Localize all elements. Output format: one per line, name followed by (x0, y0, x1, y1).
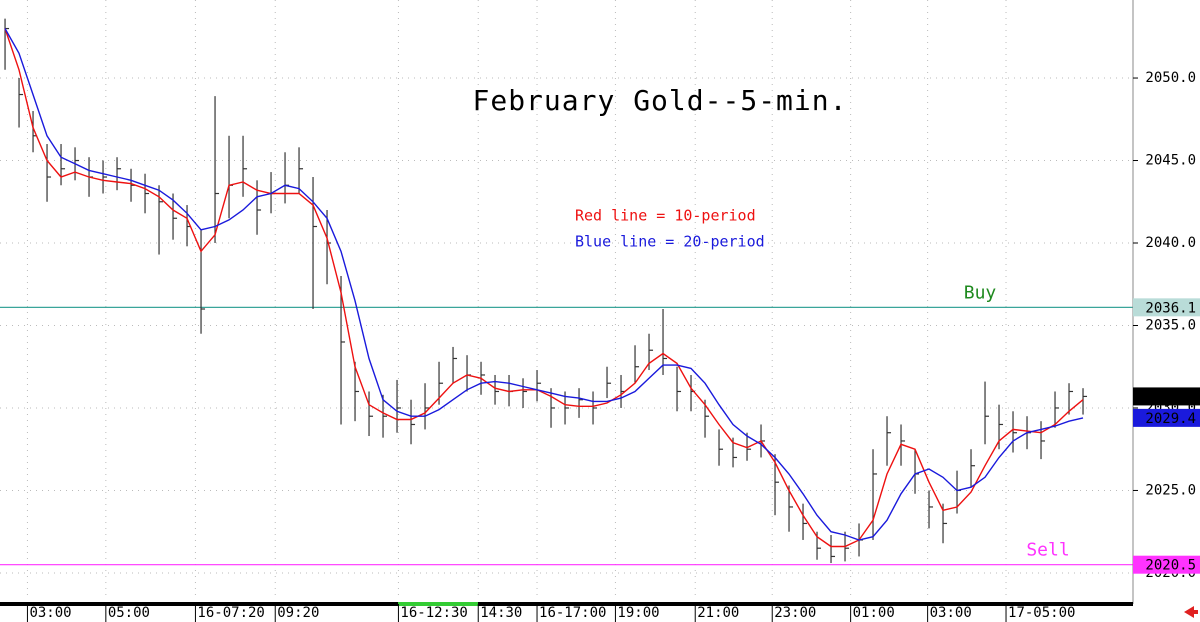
x-tick-label: 03:00 (930, 605, 972, 621)
x-tick-label: 23:00 (774, 605, 816, 621)
x-tick-label: 14:30 (480, 605, 522, 621)
chart-title: February Gold--5-min. (472, 84, 847, 117)
y-tick-label: 2040.0 (1145, 235, 1196, 251)
y-tick-label: 2035.0 (1145, 317, 1196, 333)
x-tick-label: 03:00 (29, 605, 71, 621)
y-tick-label: 2025.0 (1145, 482, 1196, 498)
level-label: Buy (964, 282, 997, 303)
scroll-arrow[interactable] (1184, 606, 1198, 618)
x-axis-line (0, 602, 1133, 606)
x-tick-label: 16-07:20 (197, 605, 264, 621)
x-tick-label: 21:00 (697, 605, 739, 621)
x-tick-label: 01:00 (853, 605, 895, 621)
x-tick-label: 19:00 (617, 605, 659, 621)
x-tick-label: 09:20 (277, 605, 319, 621)
level-label: Sell (1026, 540, 1069, 561)
level-value-label: 2020.5 (1145, 558, 1196, 574)
price-marker-box (1133, 387, 1200, 406)
y-tick-label: 2045.0 (1145, 153, 1196, 169)
x-tick-label: 05:00 (108, 605, 150, 621)
plot: Buy Sell (0, 18, 1133, 566)
x-tick-label: 16-17:00 (539, 605, 606, 621)
level-value-box (1133, 298, 1200, 317)
legend-entry: Red line = 10-period (575, 207, 756, 225)
price-marker-label: 2029.4 (1145, 411, 1196, 427)
grid (0, 0, 1133, 600)
x-tick-label: 16-12:30 (400, 605, 467, 621)
price-marker-box (1133, 408, 1200, 427)
y-tick-label: 2050.0 (1145, 70, 1196, 86)
ma-line (4, 28, 1084, 541)
session-highlight (398, 602, 478, 606)
price-marker-label: 2030.7 (1145, 389, 1196, 405)
legend-entry: Blue line = 20-period (575, 233, 765, 251)
level-value-label: 2036.1 (1145, 300, 1196, 316)
level-value-box (1133, 555, 1200, 574)
ma-line (4, 28, 1084, 548)
x-tick-label: 17-05:00 (1008, 605, 1075, 621)
axes: 2020.02025.02030.02035.02040.02045.02050… (26, 70, 1196, 622)
